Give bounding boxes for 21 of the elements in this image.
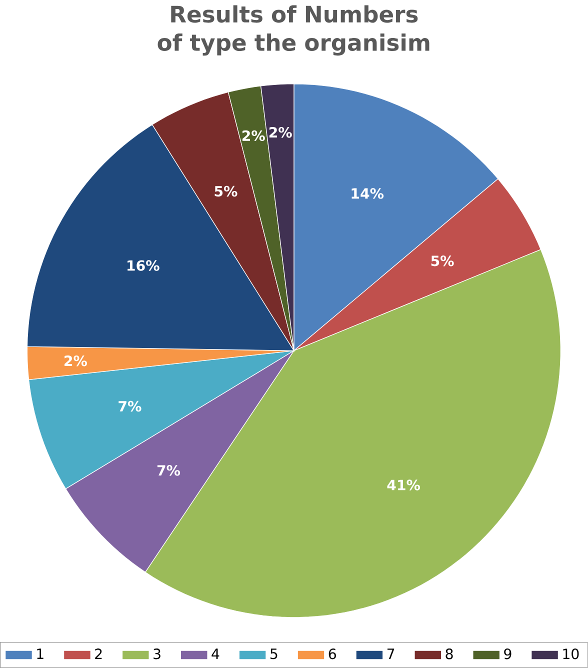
legend-label: 6 (328, 648, 336, 660)
legend-label: 3 (154, 648, 160, 660)
legend-label: 7 (388, 648, 394, 659)
legend-label: 5 (270, 648, 278, 660)
data-label: 5% (214, 186, 238, 197)
data-label: 41% (387, 480, 420, 490)
legend-label: 2 (95, 648, 102, 660)
data-label: 14% (352, 188, 384, 199)
data-label: 7% (118, 400, 142, 412)
data-label: 2% (64, 355, 88, 366)
legend-label: 10 (563, 648, 579, 660)
data-label: 2% (270, 126, 292, 138)
legend-label: 9 (504, 648, 512, 660)
chart-title: Results of Numbers of type the organisim (158, 5, 430, 56)
data-label: 7% (158, 465, 180, 476)
legend-label: 1 (37, 648, 44, 659)
data-label: 2% (242, 130, 265, 142)
data-label: 16% (128, 260, 160, 271)
legend-label: 4 (212, 648, 220, 659)
legend-label: 8 (446, 648, 453, 660)
data-label: 5% (431, 256, 454, 266)
